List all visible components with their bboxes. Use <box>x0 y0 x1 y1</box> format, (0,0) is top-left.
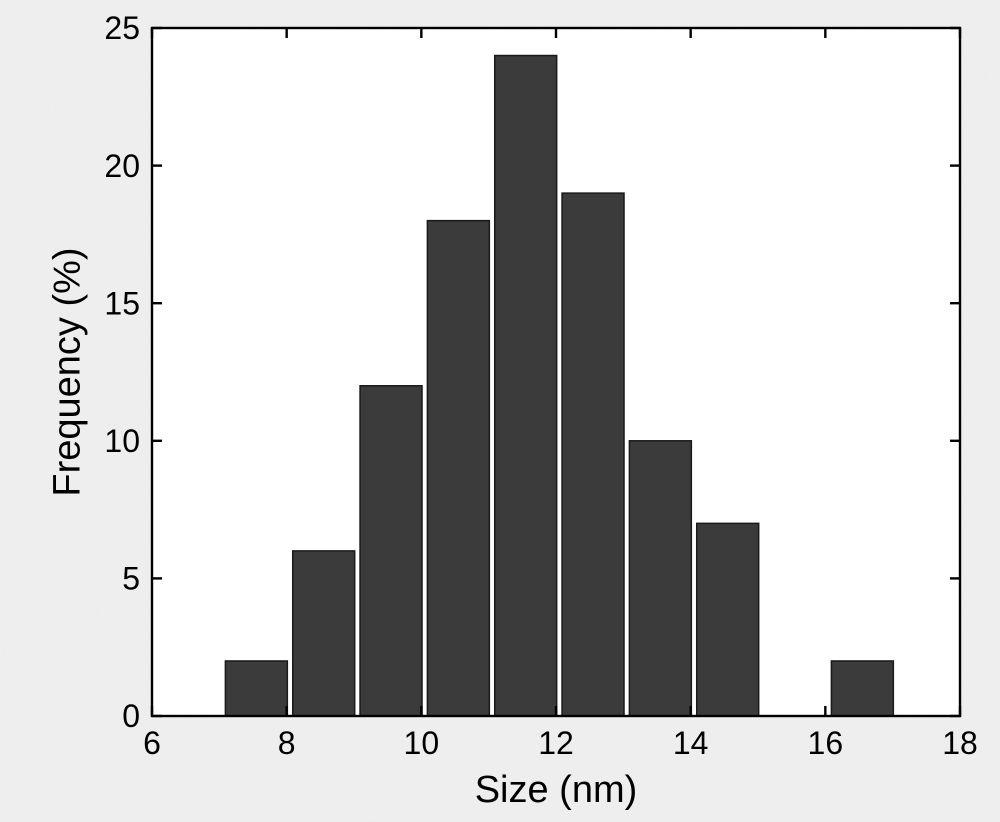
bar <box>697 523 759 716</box>
bar <box>831 661 893 716</box>
ytick-label: 20 <box>104 148 140 184</box>
xtick-label: 8 <box>278 725 296 761</box>
bar <box>629 441 691 716</box>
bar <box>562 193 624 716</box>
xtick-label: 6 <box>143 725 161 761</box>
y-axis-label: Frequency (%) <box>47 247 89 496</box>
bar <box>225 661 287 716</box>
bar <box>360 386 422 716</box>
xtick-label: 16 <box>808 725 844 761</box>
ytick-label: 15 <box>104 285 140 321</box>
xtick-label: 14 <box>673 725 709 761</box>
bar <box>495 56 557 716</box>
ytick-label: 25 <box>104 10 140 46</box>
x-axis-label: Size (nm) <box>475 769 638 811</box>
ytick-label: 10 <box>104 423 140 459</box>
ytick-label: 0 <box>122 698 140 734</box>
xtick-label: 18 <box>942 725 978 761</box>
figure-container: 6 8 10 12 14 16 18 0 5 10 15 20 25 Size (nm) Frequency… <box>0 0 1000 822</box>
ytick-label: 5 <box>122 561 140 597</box>
bar <box>427 221 489 716</box>
xtick-label: 12 <box>538 725 574 761</box>
histogram-chart: 6 8 10 12 14 16 18 0 5 10 15 20 25 Size (nm) Frequency… <box>0 0 1000 822</box>
bar <box>293 551 355 716</box>
xtick-label: 10 <box>404 725 440 761</box>
